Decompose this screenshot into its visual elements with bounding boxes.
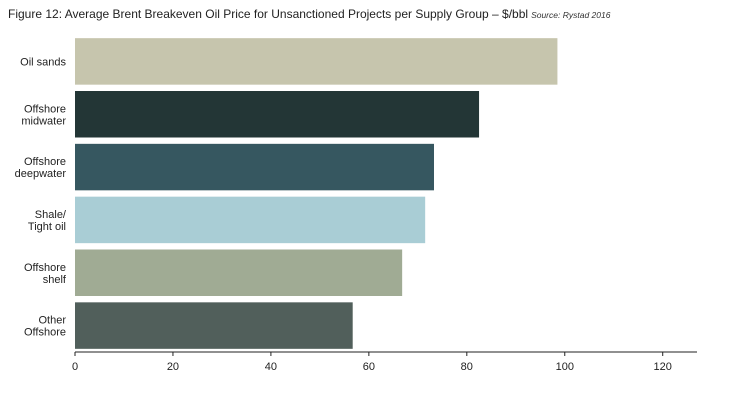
- chart-title-text: Figure 12: Average Brent Breakeven Oil P…: [8, 7, 529, 21]
- bar-0: [75, 38, 558, 85]
- bar-2: [75, 143, 434, 191]
- x-tick-label-1: 20: [167, 361, 179, 373]
- category-label-3: Shale/Tight oil: [28, 209, 67, 233]
- chart-title: Figure 12: Average Brent Breakeven Oil P…: [8, 7, 610, 21]
- chart-source: Source: Rystad 2016: [531, 10, 611, 20]
- x-tick-label-5: 100: [556, 361, 574, 373]
- bar-5: [75, 302, 353, 349]
- x-tick-label-2: 40: [265, 361, 277, 373]
- x-tick-label-3: 60: [363, 361, 375, 373]
- category-label-4: Offshore shelf: [24, 262, 67, 286]
- category-label-5: Other Offshore: [24, 315, 66, 339]
- bar-3: [75, 196, 426, 244]
- x-tick-label-4: 80: [461, 361, 473, 373]
- category-label-0: Oil sands: [20, 56, 66, 68]
- category-label-1: Offshore midwater: [21, 103, 66, 127]
- x-tick-label-0: 0: [72, 361, 78, 373]
- bar-4: [75, 249, 403, 296]
- category-label-2: Offshore deepwater: [15, 156, 67, 180]
- bar-1: [75, 91, 480, 138]
- x-tick-label-6: 120: [654, 361, 672, 373]
